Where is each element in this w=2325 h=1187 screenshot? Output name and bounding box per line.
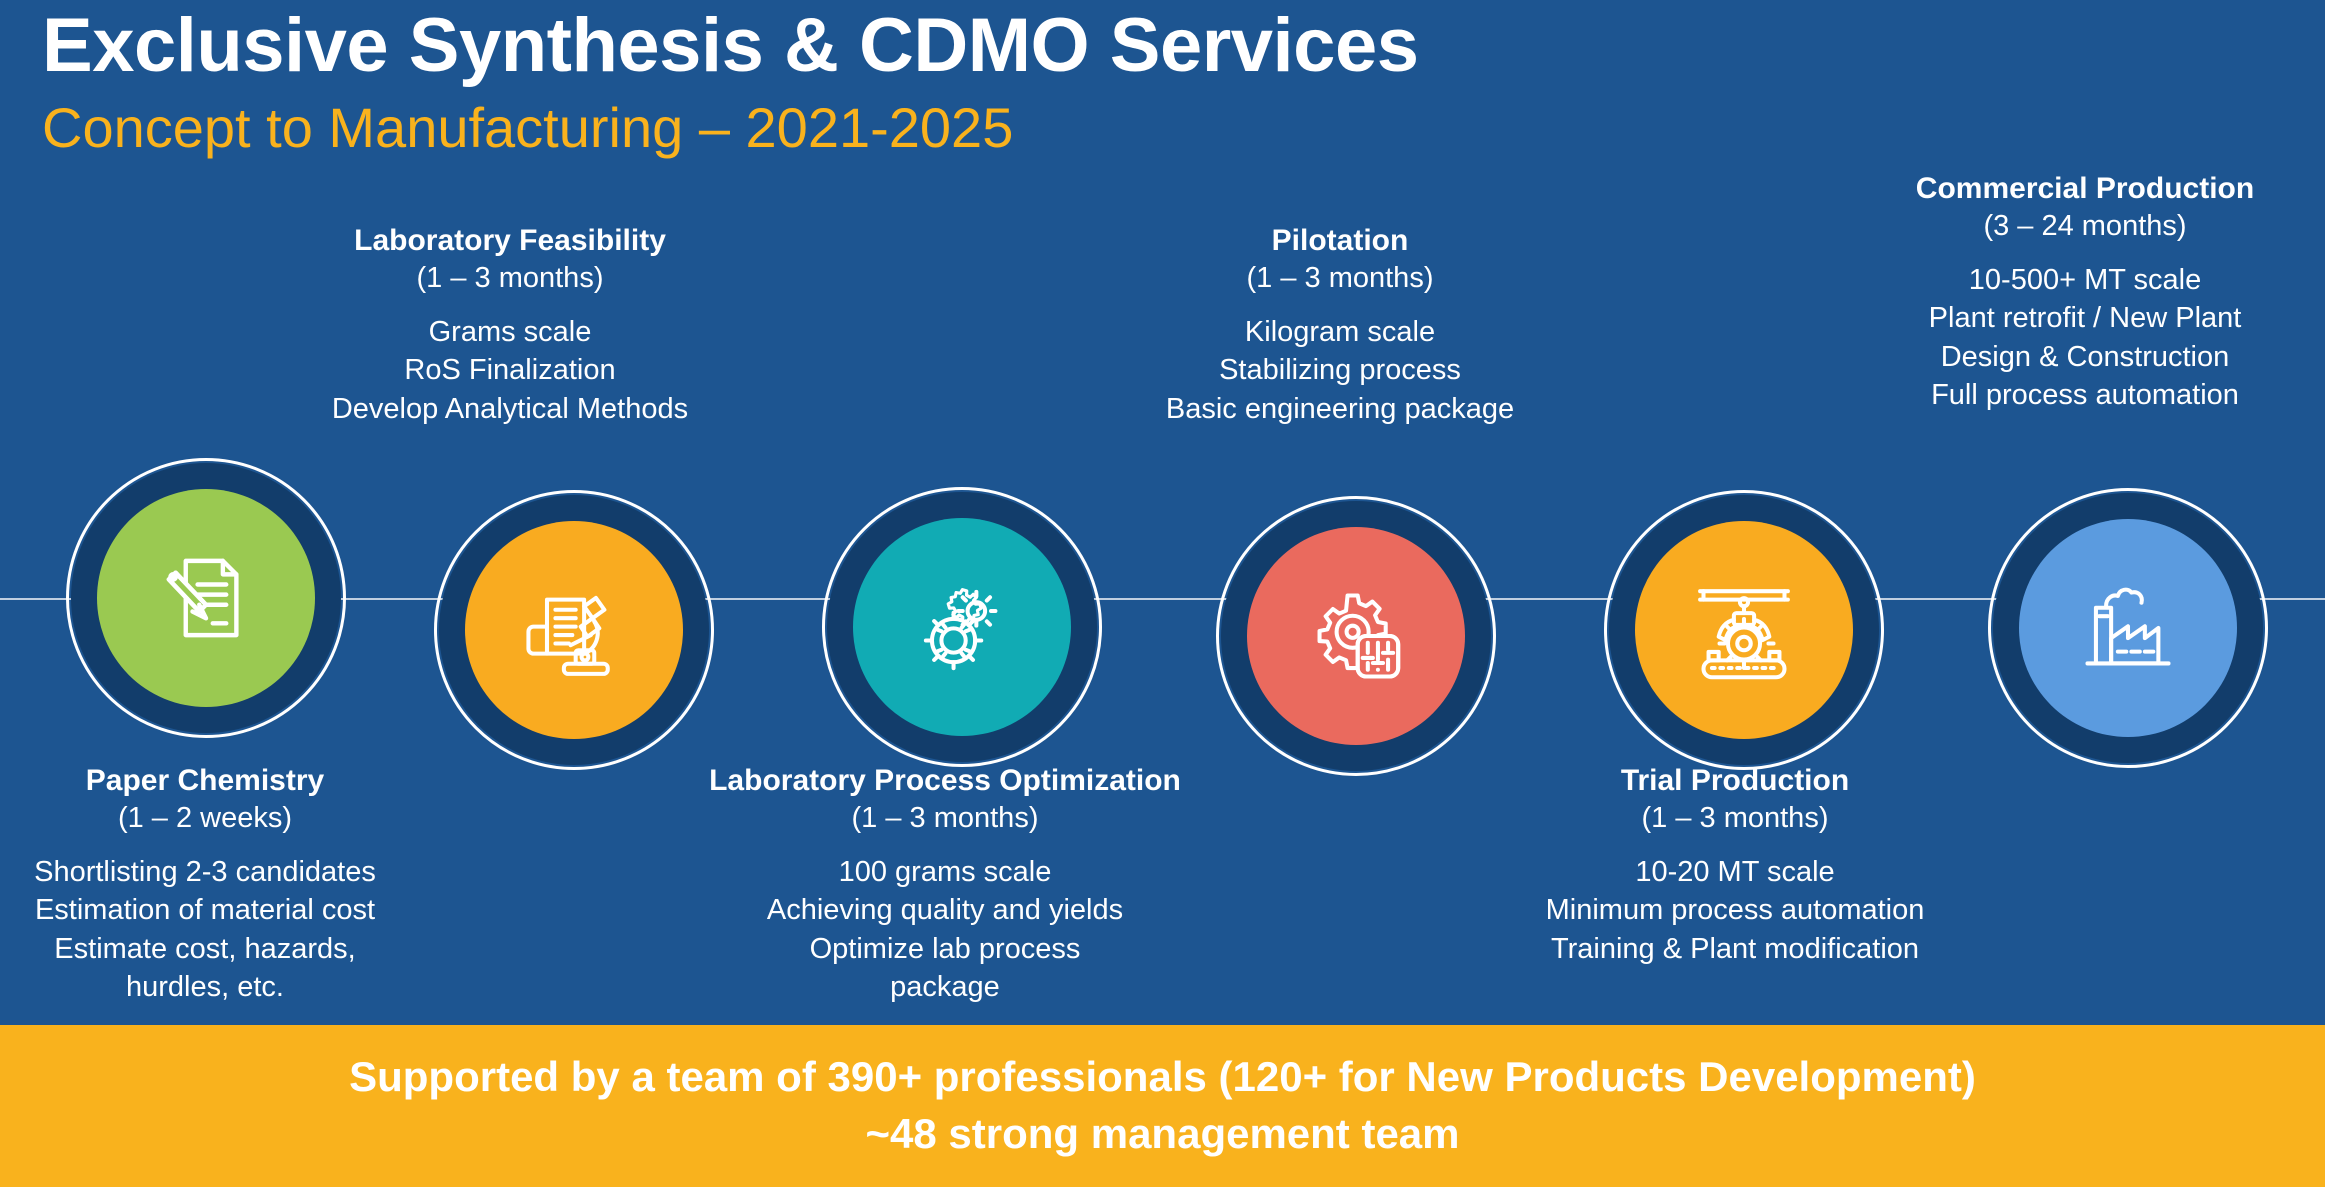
gear-control-panel-icon <box>1302 582 1410 690</box>
node-outer-ring <box>1988 488 2268 768</box>
caption-title: Commercial Production <box>1915 172 2255 205</box>
stage-node-pilotation[interactable] <box>1216 496 1496 776</box>
caption-duration: (3 – 24 months) <box>1983 209 2187 242</box>
caption-detail-line: Plant retrofit / New Plant <box>1928 302 2242 335</box>
caption-detail-line: 10-20 MT scale <box>1635 856 1835 889</box>
caption-detail-line: 10-500+ MT scale <box>1968 264 2202 297</box>
document-pen-icon <box>152 544 260 652</box>
factory-icon <box>2074 574 2182 682</box>
caption-commercial-production: Commercial Production (3 – 24 months) 10… <box>1855 170 2315 414</box>
caption-pilotation: Pilotation (1 – 3 months) Kilogram scale… <box>1110 222 1570 428</box>
caption-details: Kilogram scale Stabilizing process Basic… <box>1110 313 1570 428</box>
caption-duration: (1 – 3 months) <box>416 261 604 294</box>
node-outer-ring <box>66 458 346 738</box>
caption-detail-line: Achieving quality and yields <box>766 894 1124 927</box>
caption-laboratory-feasibility: Laboratory Feasibility (1 – 3 months) Gr… <box>280 222 740 428</box>
stage-node-laboratory-process-optimization[interactable] <box>822 487 1102 767</box>
node-outer-ring <box>434 490 714 770</box>
caption-title: Laboratory Process Optimization <box>709 764 1181 797</box>
node-outer-ring <box>1604 490 1884 770</box>
caption-detail-line: Kilogram scale <box>1244 316 1436 349</box>
caption-duration: (1 – 2 weeks) <box>117 801 293 834</box>
caption-trial-production: Trial Production (1 – 3 months) 10-20 MT… <box>1490 762 1980 968</box>
caption-detail-line: Basic engineering package <box>1165 392 1515 425</box>
caption-title: Trial Production <box>1620 764 1850 797</box>
caption-paper-chemistry: Paper Chemistry (1 – 2 weeks) Shortlisti… <box>0 762 435 1006</box>
caption-duration: (1 – 3 months) <box>1641 801 1829 834</box>
header-block: Exclusive Synthesis & CDMO Services Conc… <box>42 8 1742 161</box>
caption-detail-line: RoS Finalization <box>404 354 616 387</box>
caption-duration: (1 – 3 months) <box>1246 261 1434 294</box>
caption-detail-line: Full process automation <box>1931 378 2239 411</box>
footer-line-1: Supported by a team of 390+ professional… <box>349 1053 1976 1101</box>
node-disc <box>853 518 1071 736</box>
caption-details: 10-20 MT scale Minimum process automatio… <box>1490 853 1980 968</box>
caption-laboratory-process-optimization: Laboratory Process Optimization (1 – 3 m… <box>685 762 1205 1006</box>
node-disc <box>1635 521 1853 739</box>
node-disc <box>465 521 683 739</box>
node-outer-ring <box>822 487 1102 767</box>
page-title: Exclusive Synthesis & CDMO Services <box>42 3 1419 88</box>
caption-title: Paper Chemistry <box>85 764 325 797</box>
caption-detail-line: Shortlisting 2-3 candidates <box>34 856 376 889</box>
caption-detail-line: 100 grams scale <box>838 856 1052 889</box>
caption-detail-line: Training & Plant modification <box>1550 932 1920 965</box>
robotic-arm-conveyor-icon <box>1690 576 1798 684</box>
caption-detail-line: package <box>890 970 1000 1003</box>
footer-line-2: ~48 strong management team <box>865 1110 1460 1157</box>
node-disc <box>97 489 315 707</box>
caption-detail-line: Develop Analytical Methods <box>331 392 689 425</box>
footer-banner: Supported by a team of 390+ professional… <box>0 1025 2325 1187</box>
caption-detail-line: Optimize lab process <box>809 932 1081 965</box>
stage-node-laboratory-feasibility[interactable] <box>434 490 714 770</box>
timeline-connector-line <box>0 598 2325 600</box>
gears-icon <box>908 573 1016 681</box>
caption-detail-line: Stabilizing process <box>1219 354 1461 387</box>
node-disc <box>1247 527 1465 745</box>
caption-title: Laboratory Feasibility <box>354 224 666 257</box>
stage-node-commercial-production[interactable] <box>1988 488 2268 768</box>
caption-details: 10-500+ MT scale Plant retrofit / New Pl… <box>1855 261 2315 414</box>
caption-detail-line: Estimate cost, hazards, <box>54 932 356 965</box>
stage-node-trial-production[interactable] <box>1604 490 1884 770</box>
node-disc <box>2019 519 2237 737</box>
node-outer-ring <box>1216 496 1496 776</box>
caption-details: 100 grams scale Achieving quality and yi… <box>685 853 1205 1006</box>
caption-detail-line: Grams scale <box>428 316 592 349</box>
caption-duration: (1 – 3 months) <box>851 801 1039 834</box>
microscope-document-icon <box>520 576 628 684</box>
caption-detail-line: Estimation of material cost <box>34 894 376 927</box>
stage-node-paper-chemistry[interactable] <box>66 458 346 738</box>
caption-detail-line: Minimum process automation <box>1545 894 1925 927</box>
caption-detail-line: Design & Construction <box>1940 340 2230 373</box>
caption-title: Pilotation <box>1271 224 1409 257</box>
caption-detail-line: hurdles, etc. <box>126 970 284 1003</box>
caption-details: Grams scale RoS Finalization Develop Ana… <box>280 313 740 428</box>
caption-details: Shortlisting 2-3 candidates Estimation o… <box>0 853 435 1006</box>
page-subtitle: Concept to Manufacturing – 2021-2025 <box>42 96 1014 159</box>
